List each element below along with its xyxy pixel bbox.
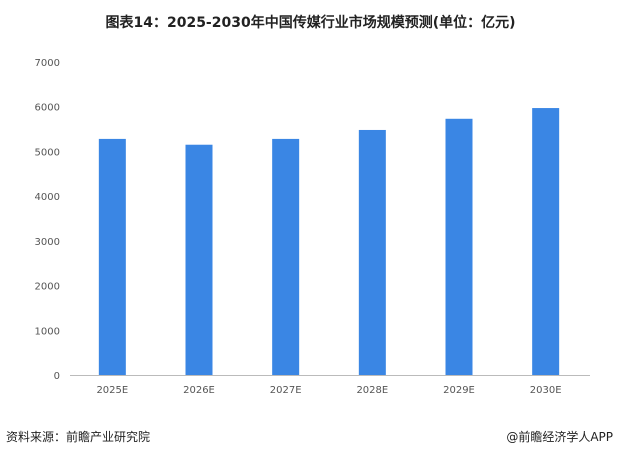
bar-2027E: [272, 138, 300, 375]
bar-2028E: [358, 129, 386, 375]
x-tick-label: 2028E: [356, 385, 388, 396]
y-tick-label: 5000: [35, 147, 60, 158]
brand-note: @前瞻经济学人APP: [506, 430, 613, 444]
y-tick-label: 0: [54, 371, 60, 382]
bar-2029E: [445, 118, 473, 375]
x-tick-label: 2026E: [183, 385, 215, 396]
x-tick-label: 2027E: [270, 385, 302, 396]
bar-2025E: [98, 138, 126, 375]
x-tick-label: 2029E: [443, 385, 475, 396]
y-tick-label: 4000: [35, 192, 60, 203]
x-tick-label: 2025E: [96, 385, 128, 396]
y-tick-label: 3000: [35, 237, 60, 248]
y-tick-label: 7000: [35, 58, 60, 69]
y-tick-label: 6000: [35, 103, 60, 114]
bar-2030E: [532, 108, 560, 375]
chart-title: 图表14：2025-2030年中国传媒行业市场规模预测(单位：亿元): [105, 15, 516, 31]
bar-2026E: [185, 144, 213, 375]
source-note: 资料来源：前瞻产业研究院: [6, 430, 151, 444]
x-tick-label: 2030E: [530, 385, 562, 396]
y-tick-label: 2000: [35, 282, 60, 293]
y-tick-label: 1000: [35, 326, 60, 337]
